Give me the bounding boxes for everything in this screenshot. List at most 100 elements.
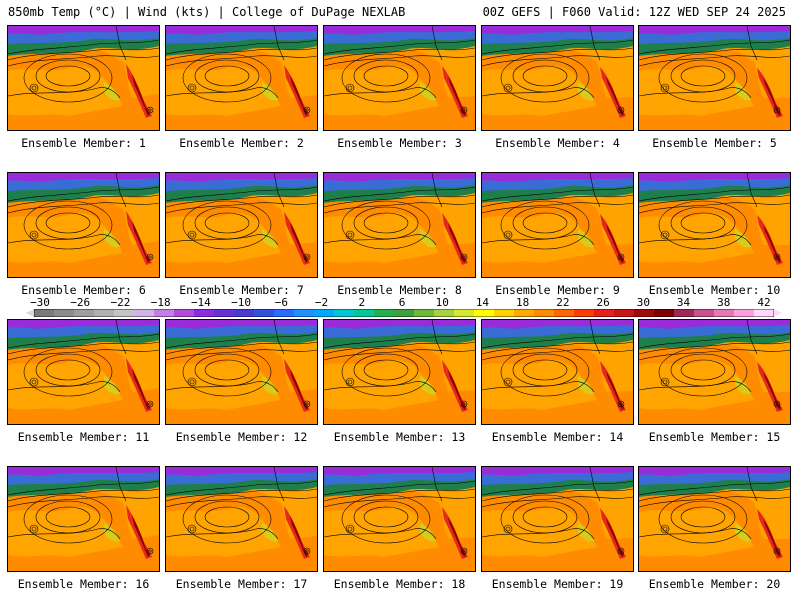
ensemble-member-panel xyxy=(165,25,318,131)
colorbar-swatch xyxy=(574,309,595,317)
colorbar-swatch xyxy=(434,309,455,317)
colorbar-swatch xyxy=(374,309,395,317)
ensemble-member-label: Ensemble Member: 6 xyxy=(21,283,146,297)
colorbar-tick-label: −26 xyxy=(70,296,91,309)
ensemble-member-label: Ensemble Member: 12 xyxy=(175,430,308,444)
colorbar-swatch xyxy=(334,309,355,317)
ensemble-member-panel xyxy=(323,25,476,131)
colorbar-swatch xyxy=(394,309,415,317)
ensemble-member-label: Ensemble Member: 20 xyxy=(648,577,781,591)
colorbar-swatch xyxy=(154,309,175,317)
colorbar-swatch xyxy=(174,309,195,317)
temperature-wind-map xyxy=(166,26,317,130)
colorbar-swatch xyxy=(314,309,335,317)
temperature-wind-map xyxy=(482,467,633,571)
colorbar-swatch xyxy=(74,309,95,317)
ensemble-member-label: Ensemble Member: 19 xyxy=(491,577,624,591)
colorbar-swatch xyxy=(534,309,555,317)
ensemble-member-label: Ensemble Member: 3 xyxy=(337,136,462,150)
ensemble-member-panel xyxy=(481,319,634,425)
temperature-wind-map xyxy=(639,173,790,277)
colorbar-tick-label: −22 xyxy=(110,296,131,309)
temperature-wind-map xyxy=(8,320,159,424)
ensemble-member-label: Ensemble Member: 8 xyxy=(337,283,462,297)
temperature-wind-map xyxy=(482,26,633,130)
ensemble-member-label: Ensemble Member: 1 xyxy=(21,136,146,150)
ensemble-member-panel xyxy=(165,319,318,425)
colorbar-tick-label: 14 xyxy=(475,296,490,309)
ensemble-member-panel xyxy=(7,319,160,425)
temperature-wind-map xyxy=(166,173,317,277)
ensemble-member-label: Ensemble Member: 5 xyxy=(652,136,777,150)
colorbar-tick-label: −2 xyxy=(314,296,329,309)
ensemble-member-label: Ensemble Member: 11 xyxy=(17,430,150,444)
ensemble-member-label: Ensemble Member: 9 xyxy=(495,283,620,297)
ensemble-member-label: Ensemble Member: 4 xyxy=(495,136,620,150)
colorbar-tick-label: −10 xyxy=(231,296,252,309)
colorbar-swatch xyxy=(134,309,155,317)
colorbar-swatch xyxy=(294,309,315,317)
ensemble-member-label: Ensemble Member: 16 xyxy=(17,577,150,591)
temperature-wind-map xyxy=(324,467,475,571)
temperature-wind-map xyxy=(482,173,633,277)
colorbar-swatch xyxy=(194,309,215,317)
ensemble-member-panel xyxy=(7,172,160,278)
ensemble-member-panel xyxy=(165,172,318,278)
temperature-wind-map xyxy=(8,173,159,277)
colorbar-tick-label: −18 xyxy=(150,296,171,309)
colorbar-swatch xyxy=(494,309,515,317)
colorbar-tick-label: 34 xyxy=(676,296,691,309)
colorbar-swatch xyxy=(614,309,635,317)
ensemble-member-panel xyxy=(638,25,791,131)
ensemble-member-panel xyxy=(7,466,160,572)
ensemble-member-label: Ensemble Member: 2 xyxy=(179,136,304,150)
ensemble-member-panel xyxy=(7,25,160,131)
ensemble-member-label: Ensemble Member: 14 xyxy=(491,430,624,444)
colorbar-tick-label: 26 xyxy=(596,296,610,309)
colorbar-swatch xyxy=(114,309,135,317)
colorbar-swatch xyxy=(514,309,535,317)
colorbar-swatch xyxy=(214,309,235,317)
colorbar-high-arrow xyxy=(774,309,782,317)
ensemble-member-panel xyxy=(481,172,634,278)
ensemble-member-label: Ensemble Member: 17 xyxy=(175,577,308,591)
colorbar-swatch xyxy=(454,309,475,317)
temperature-wind-map xyxy=(324,173,475,277)
map-header-title: 850mb Temp (°C) | Wind (kts) | College o… xyxy=(8,5,406,19)
ensemble-member-panel xyxy=(323,172,476,278)
colorbar-swatch xyxy=(234,309,255,317)
colorbar-swatch xyxy=(634,309,655,317)
colorbar-tick-label: 6 xyxy=(398,296,406,309)
colorbar-swatch xyxy=(474,309,495,317)
ensemble-member-panel xyxy=(638,319,791,425)
colorbar-swatch xyxy=(554,309,575,317)
colorbar-low-arrow xyxy=(26,309,34,317)
colorbar-swatch xyxy=(714,309,735,317)
temperature-wind-map xyxy=(639,320,790,424)
ensemble-member-label: Ensemble Member: 10 xyxy=(648,283,781,297)
temperature-wind-map xyxy=(482,320,633,424)
temperature-wind-map xyxy=(324,320,475,424)
ensemble-member-label: Ensemble Member: 13 xyxy=(333,430,466,444)
ensemble-member-panel xyxy=(323,319,476,425)
ensemble-member-label: Ensemble Member: 7 xyxy=(179,283,304,297)
colorbar-swatch xyxy=(94,309,115,317)
ensemble-member-panel xyxy=(481,466,634,572)
temperature-wind-map xyxy=(166,467,317,571)
temperature-wind-map xyxy=(8,26,159,130)
temperature-colorbar xyxy=(34,309,774,317)
colorbar-tick-label: 30 xyxy=(636,296,650,309)
colorbar-swatch xyxy=(354,309,375,317)
temperature-wind-map xyxy=(324,26,475,130)
colorbar-swatch xyxy=(674,309,695,317)
colorbar-tick-label: −30 xyxy=(30,296,50,309)
colorbar-tick-label: 42 xyxy=(757,296,771,309)
temperature-wind-map xyxy=(639,467,790,571)
ensemble-member-panel xyxy=(323,466,476,572)
colorbar-swatch xyxy=(754,309,774,317)
temperature-wind-map xyxy=(8,467,159,571)
map-header-valid-time: 00Z GEFS | F060 Valid: 12Z WED SEP 24 20… xyxy=(482,5,786,19)
colorbar-swatch xyxy=(414,309,435,317)
colorbar-tick-label: 38 xyxy=(717,296,731,309)
ensemble-member-label: Ensemble Member: 18 xyxy=(333,577,466,591)
